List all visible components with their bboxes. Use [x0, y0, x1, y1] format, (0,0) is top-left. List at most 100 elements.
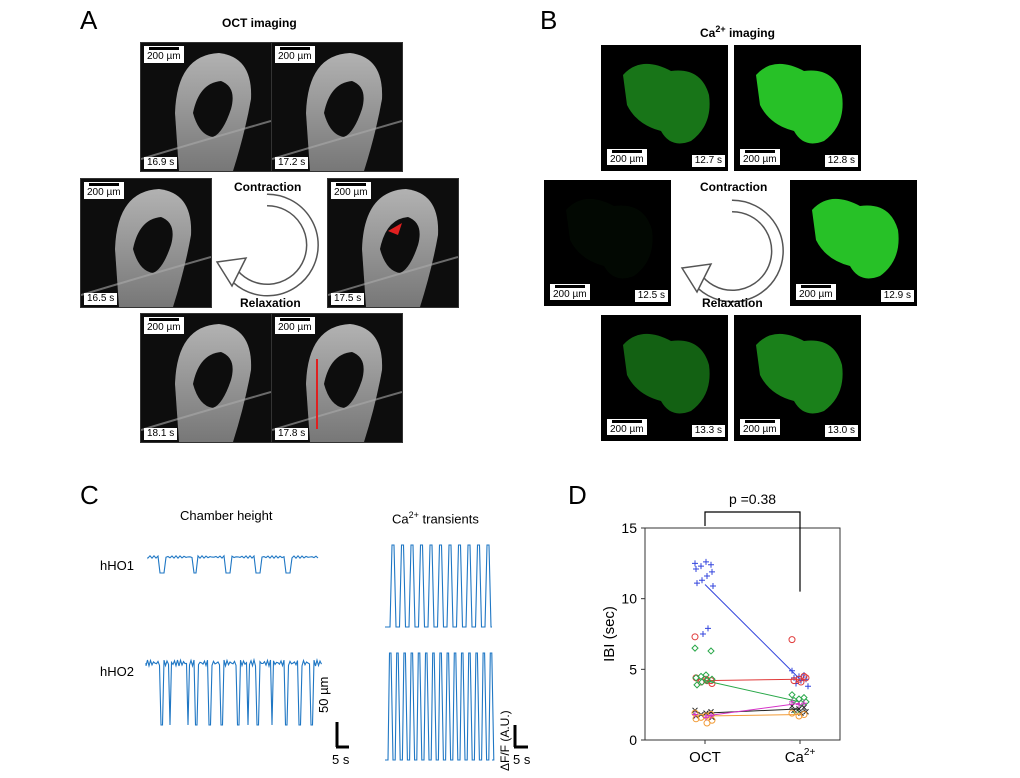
data-point [788, 636, 796, 644]
y-tick-label: 15 [621, 520, 637, 536]
data-point [795, 712, 803, 720]
y-tick-label: 5 [629, 661, 637, 677]
timestamp: 12.9 s [880, 290, 914, 302]
scale-y-label-height: 50 µm [316, 676, 331, 713]
scale-bar: 200 µm [607, 419, 647, 435]
data-point [805, 683, 811, 690]
calcium-heart-image [623, 333, 710, 414]
data-point [788, 691, 796, 699]
data-point [694, 580, 700, 587]
relaxation-label-b: Relaxation [702, 296, 763, 310]
trace-hho2-calcium [385, 652, 495, 761]
data-point [692, 715, 700, 723]
data-point [708, 561, 714, 568]
scale-bar-label: 200 µm [278, 322, 312, 333]
data-point [796, 701, 802, 708]
oct-frame: 200 µm 17.8 s [271, 313, 403, 443]
scale-bar-label: 200 µm [278, 51, 312, 62]
oct-frame: 200 µm 18.1 s [140, 313, 272, 443]
row-label-hho2: hHO2 [100, 664, 134, 679]
plot-frame [644, 527, 841, 741]
series-mean-line [704, 680, 801, 703]
oct-frame: 200 µm 16.9 s [140, 42, 272, 172]
oct-frame: 200 µm 17.5 s [327, 178, 459, 308]
oct-heart-image [141, 324, 271, 442]
series-mean-line [704, 708, 801, 714]
red-measure-line [316, 359, 318, 429]
scale-bar: 200 µm [740, 419, 780, 435]
calcium-frame: 200 µm 13.3 s [601, 315, 728, 441]
panel-label-b: B [540, 5, 558, 35]
panel-b-title: Ca2+ imaging [700, 24, 775, 40]
data-point [698, 563, 704, 570]
scale-bar: 200 µm [331, 182, 371, 199]
trace-group [145, 544, 495, 761]
oct-frame: 200 µm 17.2 s [271, 42, 403, 172]
timestamp: 18.1 s [144, 428, 178, 440]
timestamp: 13.3 s [691, 425, 725, 437]
scale-bar-label: 200 µm [147, 322, 181, 333]
scale-bar-label: 200 µm [147, 51, 181, 62]
data-point [691, 644, 699, 652]
data-point [693, 565, 699, 572]
data-point [708, 712, 714, 719]
calcium-heart-image [756, 63, 843, 144]
x-tick-label: OCT [689, 749, 721, 766]
calcium-heart-image [756, 333, 843, 414]
red-arrowhead-icon [388, 223, 402, 235]
y-axis-label: IBI (sec) [601, 606, 618, 662]
scale-y-label-ca: ΔF/F (A.U.) [498, 710, 512, 771]
data-point [692, 674, 700, 682]
scale-bar: 200 µm [84, 182, 124, 199]
calcium-heart-image [812, 198, 899, 279]
series-mean-line [704, 678, 801, 682]
relaxation-label-a: Relaxation [240, 296, 301, 310]
timestamp: 12.7 s [691, 155, 725, 167]
data-point [710, 582, 716, 589]
data-point [790, 677, 798, 685]
oct-frame: 200 µm 16.5 s [80, 178, 212, 308]
timestamp: 12.5 s [634, 290, 668, 302]
oct-heart-image [272, 324, 402, 442]
calcium-frame: 200 µm 12.7 s [601, 45, 728, 171]
scale-bar: 200 µm [796, 284, 836, 300]
trace-hho1-calcium [385, 544, 492, 628]
data-point [801, 704, 807, 711]
x-tick-label: Ca2+ [785, 747, 816, 766]
y-tick-label: 0 [629, 732, 637, 748]
trace-hho1-height [147, 554, 319, 574]
oct-heart-image [272, 53, 402, 171]
scale-bar-label: 200 µm [334, 187, 368, 198]
scale-bar: 200 µm [275, 46, 315, 63]
scale-bar: 200 µm [607, 149, 647, 165]
calcium-frame: 200 µm 13.0 s [734, 315, 861, 441]
row-label-hho1: hHO1 [100, 558, 134, 573]
contraction-label-a: Contraction [234, 180, 302, 194]
data-point [691, 633, 699, 641]
timestamp: 17.2 s [275, 157, 309, 169]
panel-label-c: C [80, 480, 99, 510]
data-point [703, 558, 709, 565]
ibi-chart: 0 5 10 15 IBI (sec) OCT Ca2+ p =0.38 [601, 491, 841, 766]
panel-a-title: OCT imaging [222, 16, 297, 30]
calcium-heart-image [566, 198, 653, 279]
scale-x-label-ca: 5 s [513, 752, 531, 767]
series-mean-line [704, 714, 801, 717]
scale-bar: 200 µm [550, 284, 590, 300]
panel-label-a: A [80, 5, 98, 35]
timestamp: 17.5 s [331, 293, 365, 305]
data-point [698, 678, 706, 686]
timestamp: 17.8 s [275, 428, 309, 440]
timestamp: 12.8 s [824, 155, 858, 167]
scale-bar: 200 µm [740, 149, 780, 165]
data-point [703, 676, 711, 685]
data-point [692, 711, 698, 718]
panel-label-d: D [568, 480, 587, 510]
data-point [699, 577, 705, 584]
oct-heart-image [141, 53, 271, 171]
significance-bracket [704, 511, 801, 592]
data-point [704, 573, 710, 580]
calcium-frame: 200 µm 12.8 s [734, 45, 861, 171]
ca-transients-title: Ca2+ transients [392, 510, 479, 527]
data-point [693, 681, 701, 689]
